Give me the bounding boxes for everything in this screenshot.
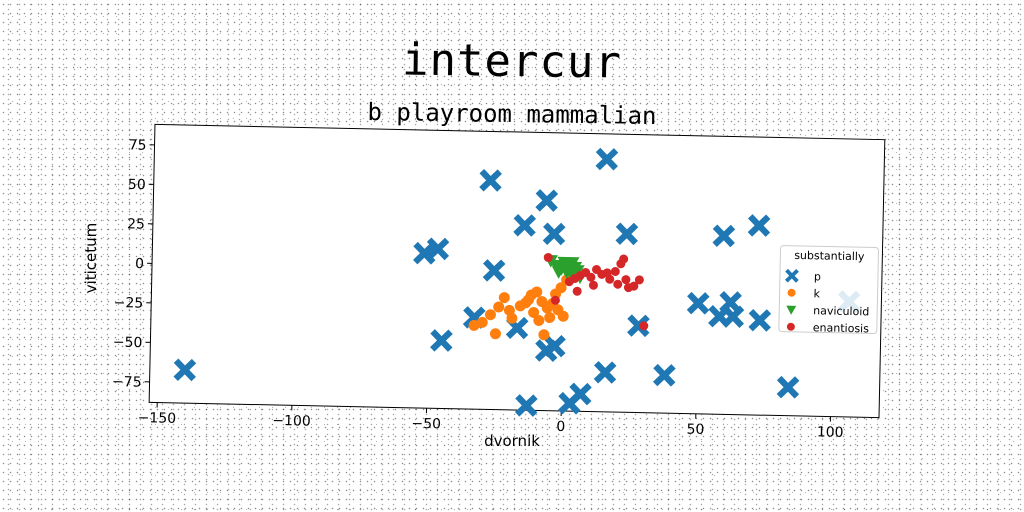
legend-label-enantiosis: enantiosis bbox=[813, 321, 870, 335]
point-k bbox=[489, 328, 501, 340]
x-tick-label: −150 bbox=[138, 410, 177, 427]
point-k bbox=[555, 282, 567, 294]
point-naviculoid bbox=[565, 256, 580, 270]
point-enantiosis bbox=[543, 252, 553, 262]
point-p bbox=[542, 222, 566, 246]
point-p bbox=[479, 169, 502, 192]
point-enantiosis bbox=[621, 275, 631, 285]
point-k bbox=[523, 294, 535, 306]
point-enantiosis bbox=[639, 321, 649, 331]
point-enantiosis bbox=[605, 274, 615, 284]
point-enantiosis bbox=[588, 280, 598, 290]
legend-label-k: k bbox=[813, 287, 820, 300]
legend-marker-p bbox=[784, 268, 799, 283]
point-k bbox=[476, 316, 488, 328]
legend-box bbox=[778, 245, 879, 335]
point-p bbox=[593, 361, 617, 384]
point-p bbox=[747, 214, 771, 237]
point-p bbox=[652, 363, 676, 387]
x-tick-label: 0 bbox=[556, 419, 565, 435]
y-tick-label: 75 bbox=[129, 137, 147, 153]
legend: substantially pk naviculoid enantiosis bbox=[778, 245, 879, 335]
point-k bbox=[528, 306, 540, 318]
point-p bbox=[426, 237, 450, 261]
point-p bbox=[173, 358, 197, 382]
y-tick-label: −75 bbox=[112, 374, 142, 391]
point-p bbox=[543, 334, 566, 358]
x-tick-label: 50 bbox=[686, 422, 704, 438]
point-p bbox=[413, 241, 436, 265]
y-tick-label: 25 bbox=[127, 216, 145, 232]
point-k bbox=[557, 310, 569, 322]
legend-marker-enantiosis bbox=[786, 322, 795, 331]
point-p bbox=[712, 224, 736, 248]
point-k bbox=[531, 286, 543, 298]
point-p bbox=[514, 394, 538, 417]
point-k bbox=[506, 312, 518, 324]
point-p bbox=[615, 222, 639, 246]
point-p bbox=[482, 259, 506, 282]
x-axis-label: dvornik bbox=[484, 432, 540, 450]
point-p bbox=[430, 329, 453, 352]
y-tick-label: 0 bbox=[135, 256, 144, 272]
point-enantiosis bbox=[550, 295, 560, 305]
point-enantiosis bbox=[619, 254, 629, 264]
point-k bbox=[493, 301, 505, 313]
point-enantiosis bbox=[613, 279, 623, 289]
point-enantiosis bbox=[634, 275, 644, 285]
point-p bbox=[558, 391, 581, 415]
legend-label-naviculoid: naviculoid bbox=[813, 304, 869, 318]
point-p bbox=[627, 314, 650, 338]
y-tick-label: −50 bbox=[113, 335, 143, 352]
x-tick-label: −50 bbox=[411, 416, 441, 433]
point-k bbox=[484, 309, 496, 321]
legend-label-p: p bbox=[814, 270, 821, 283]
y-tick-label: −25 bbox=[114, 295, 144, 312]
point-p bbox=[776, 375, 800, 399]
point-enantiosis bbox=[629, 281, 639, 291]
point-p bbox=[595, 147, 619, 171]
point-enantiosis bbox=[610, 267, 620, 277]
point-p bbox=[721, 305, 745, 328]
plot-area bbox=[148, 123, 886, 419]
legend-marker-naviculoid bbox=[786, 305, 797, 315]
point-p bbox=[686, 291, 710, 315]
x-tick-label: 100 bbox=[817, 424, 844, 441]
point-k bbox=[538, 329, 550, 341]
point-p bbox=[535, 189, 559, 212]
point-k bbox=[498, 292, 510, 304]
point-k bbox=[544, 312, 556, 324]
y-tick-label: 50 bbox=[128, 177, 146, 193]
point-p bbox=[748, 308, 772, 332]
legend-marker-k bbox=[787, 288, 796, 297]
y-axis-label: viticetum bbox=[82, 223, 100, 294]
point-naviculoid bbox=[551, 266, 566, 279]
point-k bbox=[533, 314, 545, 326]
point-p bbox=[513, 213, 537, 237]
point-naviculoid bbox=[570, 264, 585, 278]
legend-title: substantially bbox=[794, 249, 865, 263]
point-enantiosis bbox=[572, 286, 582, 296]
point-enantiosis bbox=[586, 272, 596, 282]
x-tick-label: −100 bbox=[272, 413, 311, 430]
